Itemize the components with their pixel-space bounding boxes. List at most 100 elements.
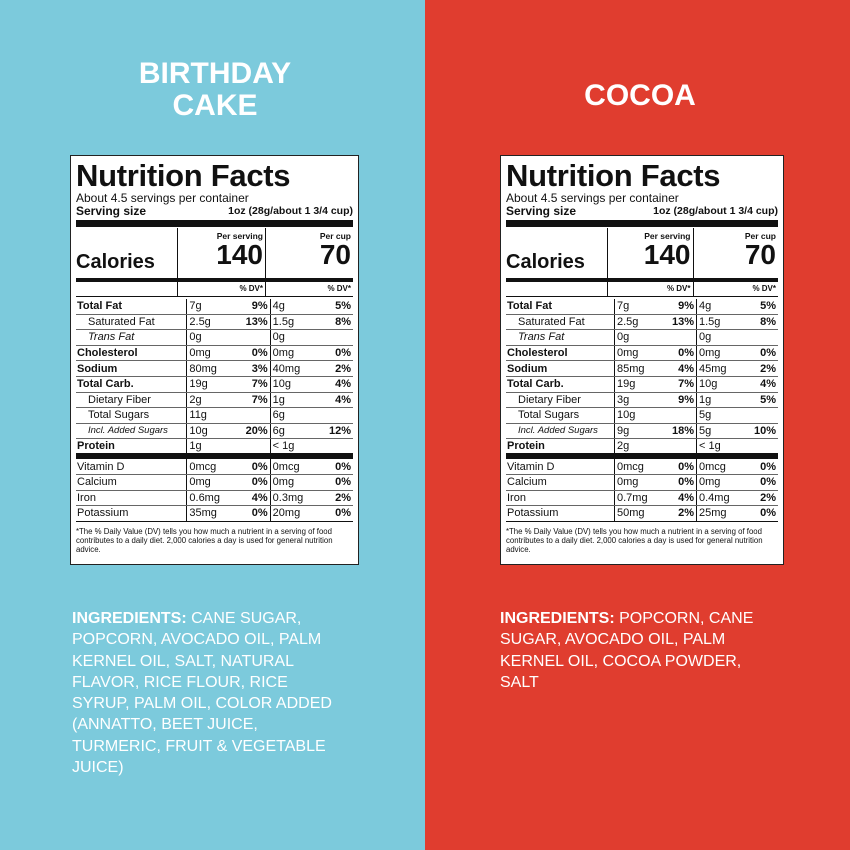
- nutrient-name: Iron: [76, 490, 187, 507]
- amount: < 1g: [269, 438, 320, 460]
- percent-dv: 12%: [319, 423, 353, 440]
- nutrient-row: Total Fat 7g 9% 4g 5%: [506, 299, 778, 315]
- nutrient-body: Total Fat 7g 9% 4g 5% Saturated Fat 2.5g 13% 1.5…: [506, 299, 778, 522]
- percent-dv: 0%: [319, 505, 353, 522]
- percent-dv: 2%: [319, 490, 353, 507]
- amount: 0mcg: [186, 456, 237, 475]
- dv-row: % DV*% DV*: [506, 282, 778, 297]
- amount: 0mg: [269, 474, 320, 491]
- ingredients-text: POPCORN, CANE SUGAR, AVOCADO OIL, PALM K…: [500, 610, 754, 691]
- serving-size: Serving size 1oz (28g/about 1 3/4 cup): [76, 205, 353, 218]
- amount: 25mg: [695, 505, 746, 522]
- amount: 20mg: [269, 505, 320, 522]
- amount: 7g: [186, 299, 237, 315]
- nutrient-row: Total Sugars 11g 6g: [76, 407, 353, 424]
- dv-header: % DV*: [177, 282, 265, 296]
- nutrient-row: Calcium 0mg 0% 0mg 0%: [76, 474, 353, 491]
- nutrient-name: Sodium: [506, 360, 615, 377]
- column-header: Per cup: [319, 231, 351, 241]
- percent-dv: 0%: [745, 345, 778, 362]
- percent-dv: 20%: [236, 423, 271, 440]
- nutrient-row: Calcium 0mg 0% 0mg 0%: [506, 474, 778, 491]
- percent-dv: 0%: [236, 505, 271, 522]
- nutrient-row: Incl. Added Sugars 9g 18% 5g 10%: [506, 423, 778, 440]
- servings: About 4.5 servings per container: [506, 191, 679, 205]
- percent-dv: 4%: [319, 376, 353, 393]
- calories-column: Per serving 140: [607, 228, 693, 278]
- nutrient-name: Saturated Fat: [76, 314, 187, 331]
- calories-column: Per cup 70: [692, 228, 779, 278]
- nutrition-label: Nutrition Facts About 4.5 servings per co…: [500, 155, 784, 565]
- amount: 2.5g: [186, 314, 237, 331]
- nutrient-row: Dietary Fiber 3g 9% 1g 5%: [506, 392, 778, 409]
- percent-dv: [319, 438, 353, 460]
- amount: 10g: [695, 376, 746, 393]
- panel-title: BIRTHDAY CAKE: [138, 57, 292, 122]
- amount: 40mg: [269, 360, 320, 377]
- percent-dv: [319, 329, 353, 346]
- nutrient-row: Vitamin D 0mcg 0% 0mcg 0%: [506, 456, 778, 475]
- amount: 1g: [269, 392, 320, 409]
- percent-dv: [745, 329, 778, 346]
- nutrient-name: Vitamin D: [76, 456, 187, 475]
- nutrient-row: Saturated Fat 2.5g 13% 1.5g 8%: [76, 314, 353, 331]
- percent-dv: 5%: [745, 392, 778, 409]
- nutrient-name: Protein: [76, 438, 187, 460]
- amount: 6g: [269, 423, 320, 440]
- percent-dv: 7%: [236, 376, 271, 393]
- spacer: [76, 282, 177, 296]
- amount: 0.3mg: [269, 490, 320, 507]
- rule: [76, 220, 353, 227]
- servings: About 4.5 servings per container: [76, 191, 249, 205]
- ingredients-label: INGREDIENTS:: [500, 610, 615, 627]
- amount: 85mg: [613, 360, 664, 377]
- nutrient-name: Trans Fat: [506, 329, 615, 346]
- percent-dv: 0%: [236, 345, 271, 362]
- percent-dv: 13%: [663, 314, 697, 331]
- nutrient-name: Total Sugars: [76, 407, 187, 424]
- percent-dv: 0%: [319, 474, 353, 491]
- panel: COCOA Nutrition Facts About 4.5 servings p…: [425, 0, 850, 850]
- nutrient-row: Protein 1g < 1g: [76, 438, 353, 460]
- amount: 0mcg: [695, 456, 746, 475]
- nutrient-name: Cholesterol: [76, 345, 187, 362]
- calories-column: Per serving 140: [177, 228, 265, 278]
- amount: 11g: [186, 407, 237, 424]
- calories-label: Calories: [506, 251, 585, 273]
- dv-row: % DV*% DV*: [76, 282, 353, 297]
- column-header: Per serving: [216, 231, 263, 241]
- dv-header: % DV*: [607, 282, 693, 296]
- nutrient-row: Total Sugars 10g 5g: [506, 407, 778, 424]
- percent-dv: [745, 407, 778, 424]
- amount: 0mg: [186, 474, 237, 491]
- nutrition-label: Nutrition Facts About 4.5 servings per co…: [70, 155, 359, 565]
- amount: 80mg: [186, 360, 237, 377]
- calories-value: 140: [216, 239, 263, 270]
- percent-dv: 9%: [236, 299, 271, 315]
- percent-dv: [236, 407, 271, 424]
- amount: 0.7mg: [613, 490, 664, 507]
- calories-value: 70: [319, 239, 351, 270]
- amount: 4g: [269, 299, 320, 315]
- nutrient-table: Total Fat 7g 9% 4g 5% Saturated Fat 2.5g 13% 1.5…: [76, 299, 353, 522]
- amount: 5g: [695, 423, 746, 440]
- nutrient-name: Total Fat: [76, 299, 187, 315]
- ingredients: INGREDIENTS: CANE SUGAR, POPCORN, AVOCAD…: [72, 608, 347, 778]
- nutrient-name: Incl. Added Sugars: [506, 423, 615, 440]
- ingredients-text: CANE SUGAR, POPCORN, AVOCADO OIL, PALM K…: [72, 610, 332, 777]
- nutrient-body: Total Fat 7g 9% 4g 5% Saturated Fat 2.5g 13% 1.5…: [76, 299, 353, 522]
- nutrient-row: Saturated Fat 2.5g 13% 1.5g 8%: [506, 314, 778, 331]
- amount: 2.5g: [613, 314, 664, 331]
- percent-dv: 7%: [663, 376, 697, 393]
- percent-dv: 8%: [319, 314, 353, 331]
- nutrient-name: Calcium: [76, 474, 187, 491]
- amount: 0mg: [695, 474, 746, 491]
- dv-header: % DV*: [692, 282, 779, 296]
- nutrient-row: Trans Fat 0g 0g: [506, 329, 778, 346]
- amount: 0mcg: [613, 456, 664, 475]
- nutrient-name: Incl. Added Sugars: [76, 423, 187, 440]
- amount: 0.4mg: [695, 490, 746, 507]
- nutrient-row: Potassium 50mg 2% 25mg 0%: [506, 505, 778, 522]
- nutrient-name: Vitamin D: [506, 456, 615, 475]
